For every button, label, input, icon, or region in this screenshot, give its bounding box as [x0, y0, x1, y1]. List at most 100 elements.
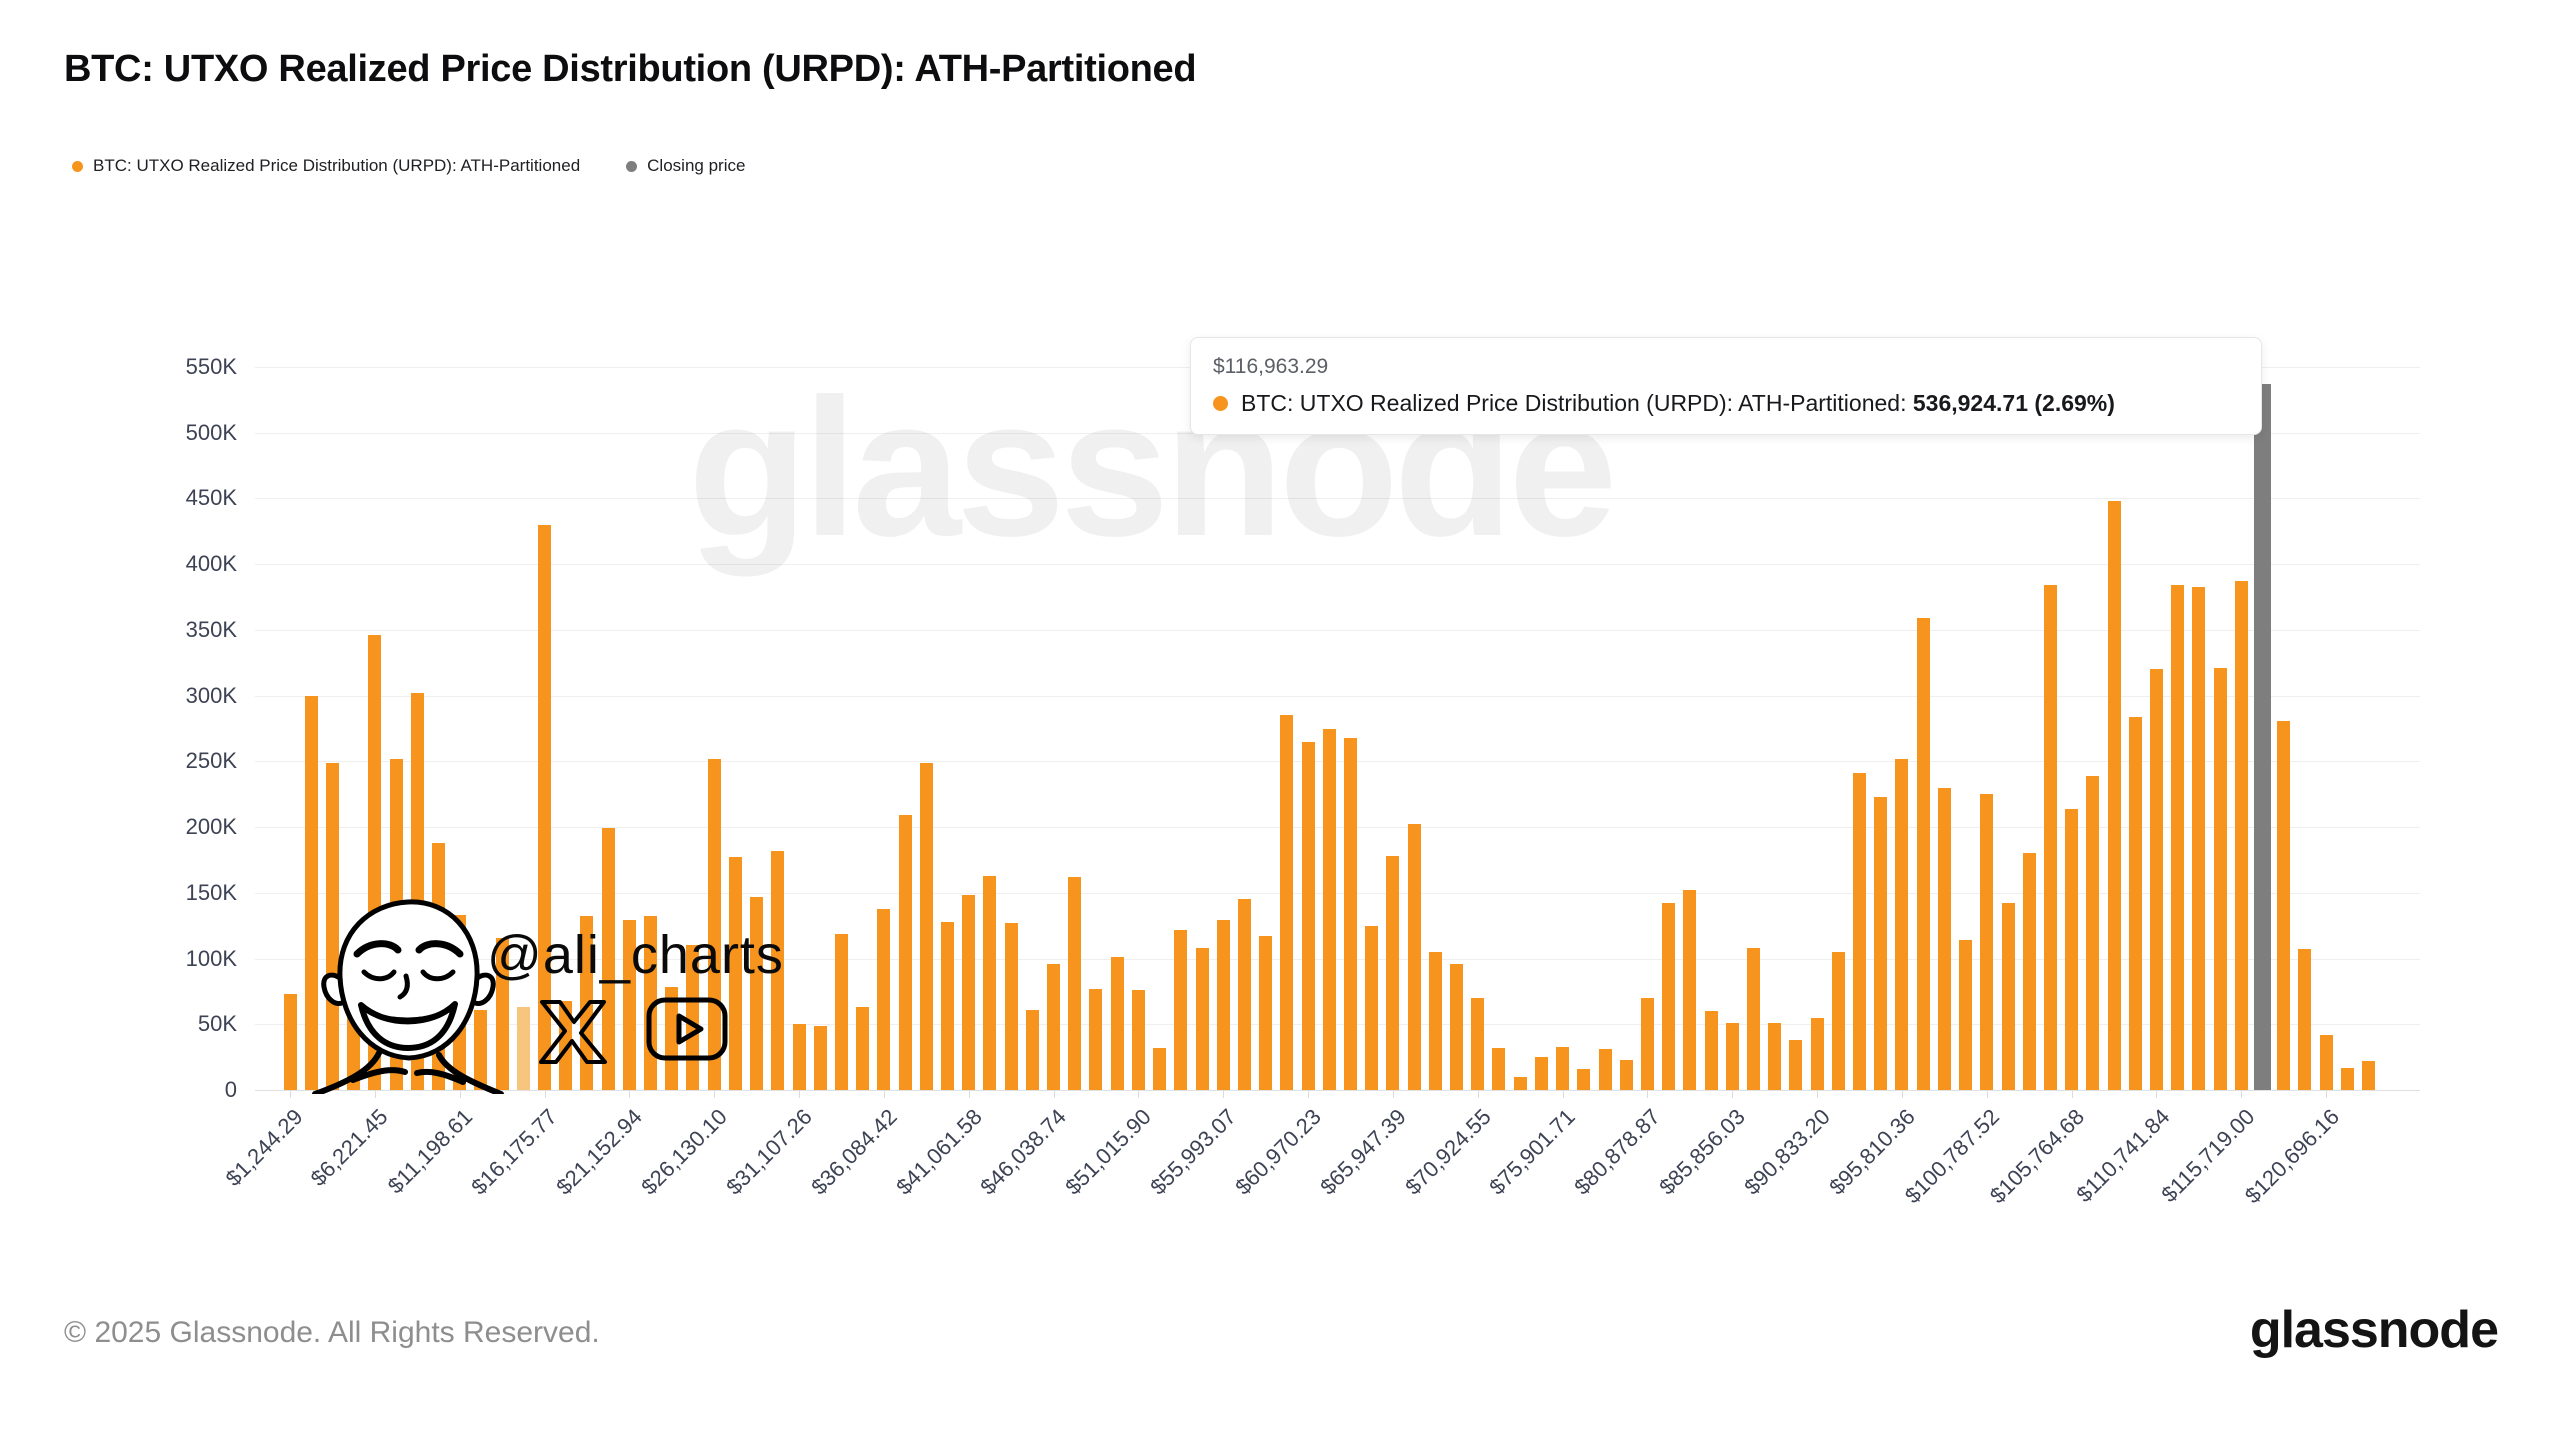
legend-item-closing-price[interactable]: Closing price	[626, 156, 745, 176]
urpd-bar-84[interactable]	[2065, 808, 2079, 1090]
urpd-bar-23[interactable]	[771, 850, 785, 1090]
urpd-bar-65[interactable]	[1662, 903, 1676, 1090]
urpd-bar-49[interactable]	[1322, 728, 1336, 1090]
urpd-bar-43[interactable]	[1195, 948, 1209, 1090]
urpd-bar-42[interactable]	[1174, 929, 1188, 1090]
legend-item-urpd[interactable]: BTC: UTXO Realized Price Distribution (U…	[72, 156, 580, 176]
urpd-bar-37[interactable]	[1068, 877, 1082, 1090]
y-axis-label-500K: 500K	[185, 419, 237, 445]
urpd-bar-61[interactable]	[1577, 1068, 1591, 1090]
urpd-bar-91[interactable]	[2213, 668, 2227, 1090]
urpd-bar-28[interactable]	[877, 908, 891, 1090]
urpd-bar-16[interactable]	[622, 920, 636, 1090]
urpd-bar-30[interactable]	[919, 762, 933, 1090]
urpd-bar-48[interactable]	[1301, 741, 1315, 1090]
urpd-bar-89[interactable]	[2171, 585, 2185, 1090]
urpd-bar-38[interactable]	[1089, 988, 1103, 1090]
urpd-bar-46[interactable]	[1259, 936, 1273, 1090]
urpd-bar-74[interactable]	[1853, 773, 1867, 1090]
urpd-bar-55[interactable]	[1450, 963, 1464, 1090]
urpd-bar-79[interactable]	[1959, 940, 1973, 1090]
urpd-bar-90[interactable]	[2192, 586, 2206, 1090]
urpd-bar-64[interactable]	[1640, 997, 1654, 1090]
x-tick	[1138, 1090, 1140, 1098]
urpd-bar-1[interactable]	[304, 695, 318, 1090]
closing-price-bar[interactable]	[2254, 384, 2272, 1090]
urpd-bar-34[interactable]	[1004, 923, 1018, 1090]
urpd-bar-45[interactable]	[1237, 899, 1251, 1090]
urpd-bar-9[interactable]	[474, 1009, 488, 1090]
urpd-bar-24[interactable]	[792, 1024, 806, 1090]
urpd-bar-88[interactable]	[2149, 669, 2163, 1090]
urpd-bar-59[interactable]	[1534, 1057, 1548, 1090]
urpd-bar-62[interactable]	[1598, 1049, 1612, 1090]
urpd-bar-19[interactable]	[686, 945, 700, 1090]
urpd-bar-58[interactable]	[1513, 1076, 1527, 1090]
urpd-bar-21[interactable]	[728, 857, 742, 1090]
urpd-bar-12[interactable]	[538, 524, 552, 1090]
urpd-bar-95[interactable]	[2298, 949, 2312, 1090]
urpd-bar-80[interactable]	[1980, 794, 1994, 1090]
urpd-bar-78[interactable]	[1937, 787, 1951, 1090]
urpd-bar-36[interactable]	[1047, 963, 1061, 1090]
urpd-bar-73[interactable]	[1831, 951, 1845, 1090]
urpd-bar-66[interactable]	[1683, 890, 1697, 1090]
urpd-bar-94[interactable]	[2277, 720, 2291, 1090]
urpd-bar-57[interactable]	[1492, 1047, 1506, 1090]
urpd-bar-85[interactable]	[2086, 775, 2100, 1090]
urpd-bar-68[interactable]	[1725, 1022, 1739, 1090]
urpd-bar-60[interactable]	[1556, 1046, 1570, 1090]
urpd-bar-63[interactable]	[1619, 1059, 1633, 1090]
urpd-bar-31[interactable]	[941, 921, 954, 1090]
urpd-bar-10[interactable]	[495, 937, 509, 1090]
y-axis-label-100K: 100K	[185, 945, 237, 971]
urpd-bar-67[interactable]	[1704, 1011, 1718, 1090]
urpd-bar-35[interactable]	[1025, 1009, 1039, 1090]
urpd-bar-22[interactable]	[750, 896, 764, 1090]
urpd-bar-69[interactable]	[1746, 948, 1760, 1090]
urpd-bar-82[interactable]	[2022, 853, 2036, 1090]
urpd-bar-44[interactable]	[1216, 920, 1230, 1090]
urpd-bar-76[interactable]	[1895, 758, 1909, 1090]
urpd-bar-97[interactable]	[2340, 1067, 2354, 1090]
urpd-bar-54[interactable]	[1428, 951, 1442, 1090]
urpd-bar-51[interactable]	[1365, 925, 1379, 1090]
urpd-bar-41[interactable]	[1153, 1047, 1167, 1090]
urpd-bar-40[interactable]	[1131, 990, 1145, 1090]
urpd-bar-98[interactable]	[2362, 1061, 2376, 1090]
urpd-bar-29[interactable]	[898, 815, 912, 1090]
urpd-bar-33[interactable]	[983, 875, 997, 1090]
urpd-bar-52[interactable]	[1386, 856, 1400, 1090]
urpd-bar-71[interactable]	[1789, 1040, 1803, 1090]
urpd-bar-15[interactable]	[601, 828, 615, 1090]
urpd-bar-13[interactable]	[559, 1000, 573, 1090]
urpd-bar-18[interactable]	[665, 987, 679, 1090]
urpd-bar-47[interactable]	[1280, 715, 1294, 1090]
x-axis-label: $21,152.94	[551, 1104, 648, 1200]
urpd-bar-81[interactable]	[2001, 903, 2015, 1090]
urpd-bar-83[interactable]	[2043, 585, 2057, 1090]
urpd-bar-26[interactable]	[834, 933, 848, 1090]
urpd-bar-2[interactable]	[325, 762, 339, 1090]
urpd-bar-75[interactable]	[1874, 796, 1888, 1090]
urpd-bar-25[interactable]	[813, 1025, 827, 1090]
urpd-bar-72[interactable]	[1810, 1017, 1824, 1090]
urpd-bar-50[interactable]	[1344, 737, 1357, 1090]
urpd-bar-92[interactable]	[2234, 581, 2248, 1090]
urpd-bar-39[interactable]	[1110, 957, 1124, 1090]
urpd-bar-11[interactable]	[516, 1007, 530, 1090]
gridline-0	[255, 1090, 2420, 1091]
urpd-bar-20[interactable]	[707, 758, 721, 1090]
x-axis-label: $26,130.10	[636, 1104, 732, 1200]
urpd-bar-77[interactable]	[1916, 618, 1930, 1090]
urpd-bar-96[interactable]	[2319, 1034, 2333, 1090]
urpd-bar-53[interactable]	[1407, 824, 1421, 1090]
urpd-bar-70[interactable]	[1768, 1022, 1782, 1090]
urpd-bar-0[interactable]	[283, 994, 297, 1090]
urpd-bar-86[interactable]	[2107, 501, 2121, 1090]
urpd-bar-27[interactable]	[856, 1007, 870, 1090]
urpd-bar-87[interactable]	[2128, 716, 2142, 1090]
x-axis-label: $1,244.29	[220, 1104, 308, 1191]
urpd-bar-56[interactable]	[1471, 997, 1485, 1090]
urpd-bar-32[interactable]	[962, 895, 976, 1090]
